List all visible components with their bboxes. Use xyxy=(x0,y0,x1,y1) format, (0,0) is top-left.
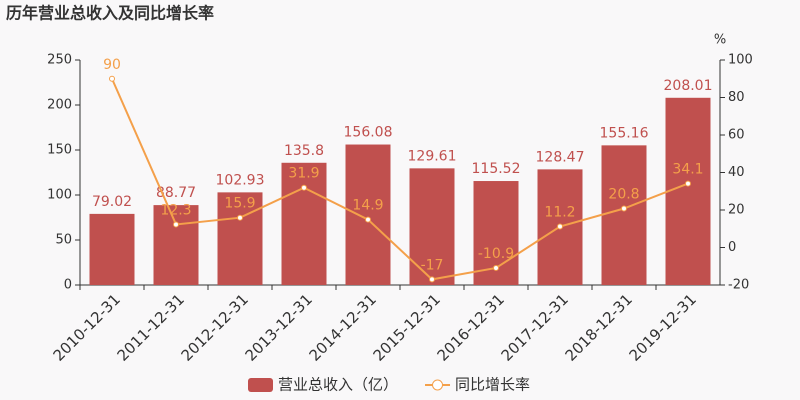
y2-tick-label: 80 xyxy=(728,90,745,105)
y2-tick-label: 60 xyxy=(728,128,745,143)
y2-tick-label: -20 xyxy=(728,278,749,293)
line-value-label: 90 xyxy=(103,57,121,73)
bar-value-label: 102.93 xyxy=(216,172,265,188)
line-point xyxy=(365,216,371,223)
line-point xyxy=(429,276,435,283)
line-point xyxy=(685,180,691,187)
bar-value-label: 79.02 xyxy=(92,194,132,210)
legend-swatch xyxy=(248,378,273,392)
y2-tick-label: 40 xyxy=(728,165,745,180)
bar-value-label: 129.61 xyxy=(408,148,457,164)
y-tick-label: 100 xyxy=(47,188,72,203)
y2-axis-unit: % xyxy=(714,33,726,48)
bar xyxy=(601,145,647,285)
y-tick-label: 200 xyxy=(47,98,72,113)
line-point xyxy=(621,205,627,212)
bar-value-label: 115.52 xyxy=(472,161,521,177)
line-value-label: 11.2 xyxy=(544,205,575,221)
line xyxy=(111,78,689,281)
bar-value-label: 128.47 xyxy=(536,149,585,165)
legend-label: 营业总收入（亿） xyxy=(278,376,398,394)
line-point xyxy=(173,221,179,228)
bar-value-label: 155.16 xyxy=(600,125,649,141)
line-value-label: 34.1 xyxy=(672,162,703,178)
line-value-label: 12.3 xyxy=(160,202,191,218)
line-point xyxy=(109,75,115,82)
bar-value-label: 208.01 xyxy=(664,78,713,94)
bar xyxy=(217,192,263,285)
bar xyxy=(153,205,199,285)
bar xyxy=(665,97,711,285)
bar-value-label: 88.77 xyxy=(156,185,196,201)
bar-value-label: 135.8 xyxy=(284,143,324,159)
line-value-label: -10.9 xyxy=(478,246,514,262)
bar xyxy=(89,213,135,285)
line-value-label: 15.9 xyxy=(224,196,255,212)
line-value-label: 31.9 xyxy=(288,166,319,182)
y2-tick-label: 0 xyxy=(728,240,736,255)
legend-swatch-marker xyxy=(432,379,444,391)
y-tick-label: 50 xyxy=(55,233,72,248)
line-point xyxy=(301,184,307,191)
y2-tick-label: 20 xyxy=(728,203,745,218)
line-point xyxy=(493,264,499,271)
line-value-label: 20.8 xyxy=(608,187,639,203)
bar xyxy=(345,144,391,285)
line-point xyxy=(237,214,243,221)
legend-label: 同比增长率 xyxy=(455,376,530,394)
y-tick-label: 0 xyxy=(64,278,72,293)
chart-title: 历年营业总收入及同比增长率 xyxy=(6,4,214,23)
line-point xyxy=(557,223,563,230)
bar-value-label: 156.08 xyxy=(344,125,393,141)
bar xyxy=(281,162,327,285)
line-value-label: 14.9 xyxy=(352,198,383,214)
line-value-label: -17 xyxy=(421,257,444,273)
y2-tick-label: 100 xyxy=(728,53,753,68)
y-tick-label: 250 xyxy=(47,53,72,68)
y-tick-label: 150 xyxy=(47,143,72,158)
